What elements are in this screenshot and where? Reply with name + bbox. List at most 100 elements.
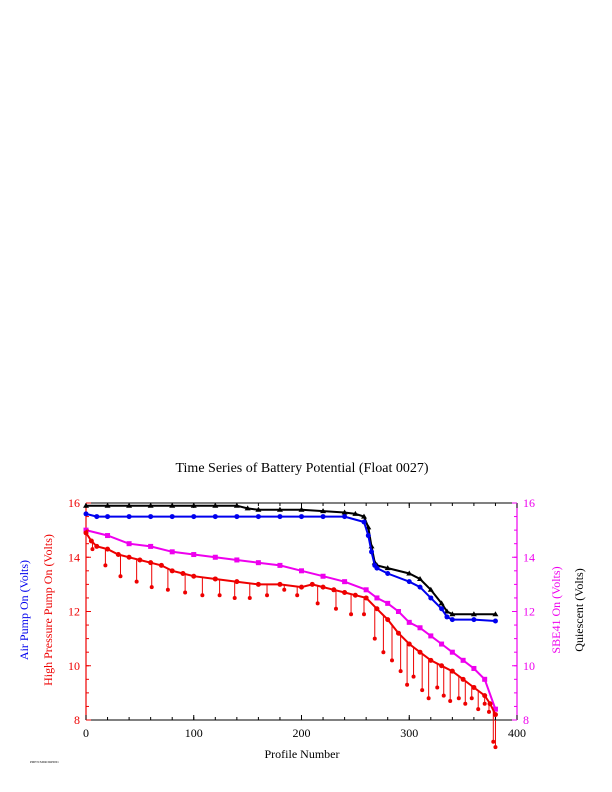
series-point [94, 543, 100, 549]
series-point [277, 514, 283, 520]
series-point [244, 505, 251, 511]
series-point [427, 586, 434, 592]
spike-point [435, 685, 440, 690]
series-point [277, 581, 283, 587]
spike-point [90, 547, 95, 552]
series-point [331, 587, 337, 593]
spike-point [333, 606, 338, 611]
y-axis-label-quiescent: Quiescent (Volts) [572, 568, 586, 651]
series-point [115, 552, 121, 558]
series-point [374, 595, 380, 601]
series-point [148, 514, 154, 520]
series-3 [83, 530, 498, 718]
series-point [88, 538, 94, 544]
series-point [471, 665, 477, 671]
series-point [94, 514, 100, 520]
series-4 [90, 542, 498, 750]
spike-point [232, 595, 237, 600]
series-line [86, 504, 496, 616]
series-point [83, 530, 89, 536]
spike-point [486, 709, 491, 714]
series-point [126, 554, 132, 560]
spike-point [482, 701, 487, 706]
series-point [439, 606, 445, 612]
spike-point [118, 574, 123, 579]
y-axis-label-sbe41: SBE41 On (Volts) [549, 566, 563, 653]
series-point [428, 633, 434, 639]
series-point [406, 579, 412, 585]
series-point [406, 619, 412, 625]
series-point [320, 573, 326, 579]
series-point [299, 584, 304, 590]
series-point [299, 568, 304, 574]
series-point [276, 506, 283, 512]
series-1 [83, 511, 498, 624]
x-tick-label: 100 [185, 726, 203, 740]
spike-point [349, 612, 354, 617]
series-point [449, 668, 455, 674]
series-0 [83, 502, 499, 617]
spike-point [493, 745, 498, 750]
series-point [212, 514, 218, 520]
series-point [180, 571, 186, 577]
spike-point [426, 696, 431, 701]
series-point [369, 549, 375, 555]
footer-note: PMETCMDR 0RP0001 [30, 760, 59, 764]
spike-point [476, 707, 481, 712]
x-axis-label: Profile Number [265, 747, 340, 761]
series-point [374, 606, 380, 612]
spike-point [315, 601, 320, 606]
spike-point [448, 699, 453, 704]
series-line [85, 529, 497, 710]
series-point [352, 510, 359, 516]
series-point [212, 554, 218, 560]
x-tick-label: 400 [508, 726, 526, 740]
y-axis-label-air-pump: Air Pump On (Volts) [17, 560, 31, 660]
series-point [492, 618, 498, 624]
x-tick-label: 300 [400, 726, 418, 740]
series-line [85, 532, 497, 716]
series-point [443, 608, 450, 614]
series-point [449, 649, 455, 655]
spike-point [149, 585, 154, 590]
series-point [320, 508, 327, 514]
series-point [148, 543, 154, 549]
series-point [83, 511, 89, 517]
series-point [342, 579, 348, 585]
right-y-tick-label: 10 [523, 659, 535, 673]
series-point [158, 562, 164, 568]
series-point [449, 617, 455, 623]
series-point [361, 519, 367, 525]
series-point [365, 533, 371, 539]
series-point [105, 546, 111, 552]
series-point [255, 514, 261, 520]
series-point [417, 625, 423, 631]
series-line [85, 512, 496, 622]
y-axis-label-high-pressure-pump: High Pressure Pump On (Volts) [41, 534, 55, 686]
series-point [470, 611, 477, 617]
series-point [298, 506, 305, 512]
spike-point [469, 696, 474, 701]
spike-point [372, 636, 377, 641]
series-point [105, 514, 111, 520]
spike-point [217, 593, 222, 598]
series-point [417, 649, 423, 655]
spike-point [247, 595, 252, 600]
x-tick-label: 0 [83, 726, 89, 740]
right-y-tick-label: 14 [523, 550, 535, 564]
series-point [137, 557, 143, 563]
series-point [460, 676, 466, 682]
spike-point [463, 701, 468, 706]
spike-point [200, 593, 205, 598]
series-point [234, 579, 240, 585]
series-point [428, 657, 434, 663]
series-point [360, 513, 367, 519]
series-point [126, 541, 132, 547]
left-y-tick-label: 10 [68, 659, 80, 673]
left-y-tick-label: 8 [74, 713, 80, 727]
series-point [385, 617, 391, 623]
left-y-tick-label: 16 [68, 496, 80, 510]
spike-point [381, 650, 386, 655]
x-tick-label: 200 [293, 726, 311, 740]
series-point [105, 533, 111, 539]
